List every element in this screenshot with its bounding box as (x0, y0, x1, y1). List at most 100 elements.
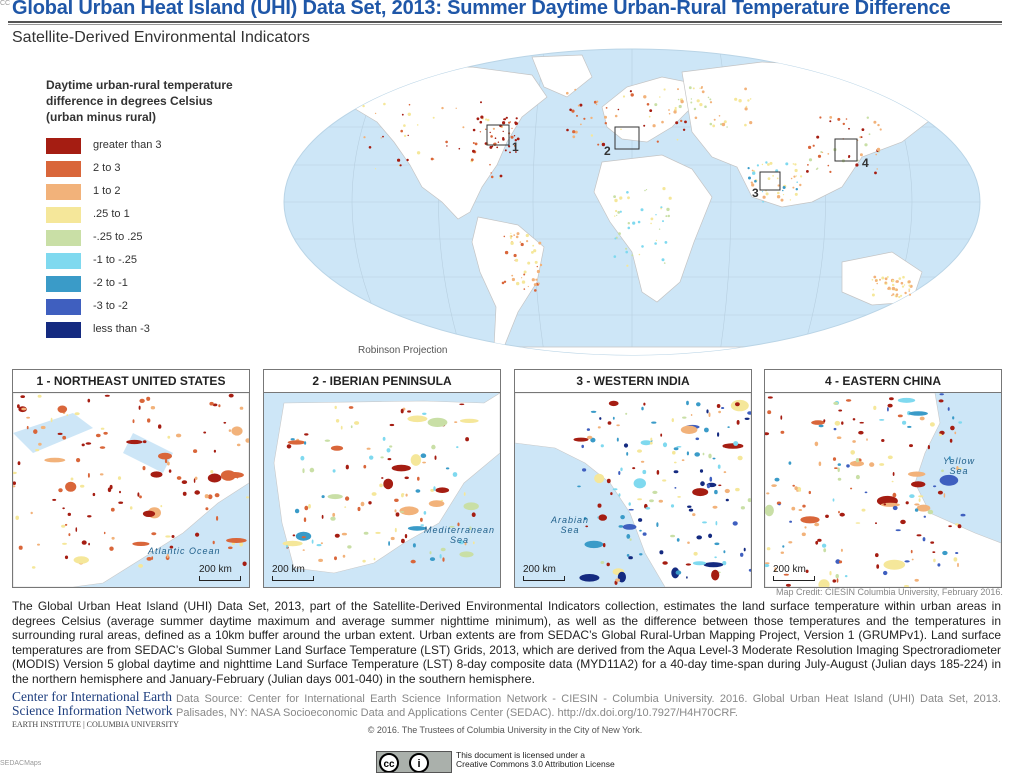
urban-patch (927, 509, 934, 515)
urban-dot (374, 168, 377, 170)
urban-dot (496, 146, 499, 149)
panel-map[interactable] (515, 393, 751, 587)
logo-line-3: EARTH INSTITUTE | COLUMBIA UNIVERSITY (12, 720, 179, 729)
urban-dot (441, 106, 444, 110)
urban-patch (596, 516, 599, 519)
urban-patch (282, 540, 303, 547)
urban-patch (765, 504, 774, 517)
urban-patch (132, 541, 150, 546)
urban-dot (650, 217, 654, 221)
logo-line-1: Center for International Earth (12, 689, 173, 704)
urban-patch (808, 490, 811, 495)
urban-patch (883, 503, 887, 506)
urban-dot (572, 130, 576, 134)
urban-dot (747, 167, 750, 170)
inset-box-2[interactable] (614, 126, 640, 150)
urban-dot (700, 87, 703, 89)
urban-dot (604, 115, 607, 119)
urban-dot (879, 128, 882, 131)
urban-areas (573, 399, 751, 585)
urban-dot (510, 235, 513, 238)
urban-patch (626, 554, 630, 557)
sea-label: Mediterranean Sea (424, 525, 496, 545)
urban-patch (87, 515, 92, 518)
inset-box-4[interactable] (834, 138, 858, 162)
urban-patch (686, 576, 688, 579)
urban-patch (942, 550, 948, 556)
urban-dot (655, 214, 657, 216)
urban-patch (730, 399, 749, 412)
map-credit: Map Credit: CIESIN Columbia University, … (776, 587, 1003, 597)
legend-swatch (46, 253, 81, 269)
urban-dot (793, 175, 796, 178)
urban-patch (706, 409, 709, 414)
panel-map[interactable] (13, 393, 249, 587)
urban-patch (600, 444, 604, 448)
cc-license-badge[interactable]: cc i (376, 751, 452, 773)
urban-dot (566, 128, 569, 132)
world-map[interactable]: 1 2 3 4 (282, 47, 982, 357)
urban-dot (751, 169, 754, 172)
urban-dot (800, 175, 803, 178)
urban-patch (445, 467, 450, 470)
urban-dot (769, 161, 773, 165)
urban-dot (572, 135, 576, 139)
urban-dot (765, 161, 768, 164)
urban-dot (674, 106, 677, 110)
urban-patch (412, 543, 416, 548)
urban-dot (876, 168, 878, 170)
urban-patch (573, 437, 589, 442)
urban-patch (401, 493, 404, 498)
urban-patch (74, 412, 80, 416)
urban-patch (342, 554, 346, 558)
panel-western-india[interactable]: 3 - WESTERN INDIA Arabian Sea 200 km (514, 369, 752, 588)
urban-patch (335, 419, 340, 423)
urban-patch (334, 405, 337, 410)
inset-marker-4: 4 (862, 156, 869, 170)
urban-dot (874, 171, 877, 175)
panel-eastern-china[interactable]: 4 - EASTERN CHINA Yellow Sea 200 km (764, 369, 1002, 588)
inset-box-3[interactable] (759, 171, 781, 191)
urban-patch (949, 438, 953, 443)
inset-box-1[interactable] (486, 124, 510, 146)
urban-dot (676, 138, 679, 141)
urban-dot (649, 109, 653, 112)
urban-patch (919, 416, 925, 421)
urban-dot (652, 124, 656, 128)
urban-dot (750, 181, 753, 184)
urban-dot (658, 228, 661, 230)
urban-dot (680, 99, 684, 104)
urban-dot (505, 116, 508, 119)
panel-map[interactable] (765, 393, 1001, 587)
urban-patch (587, 435, 593, 440)
urban-dot (891, 286, 896, 291)
ciesin-logo[interactable]: Center for International Earth Science I… (12, 689, 179, 730)
inset-boxes[interactable] (486, 124, 858, 191)
urban-dot (515, 235, 519, 239)
urban-dot (520, 242, 524, 247)
description-text: The Global Urban Heat Island (UHI) Data … (12, 599, 1001, 686)
urban-patch (637, 498, 642, 501)
urban-dot (619, 196, 623, 200)
urban-dot (595, 103, 598, 106)
urban-patch (633, 478, 646, 489)
urban-dot (614, 215, 616, 217)
panel-iberian-peninsula[interactable]: 2 - IBERIAN PENINSULA Mediterranean Sea 2… (263, 369, 501, 588)
urban-patch (938, 399, 944, 403)
urban-patch (583, 517, 587, 520)
urban-patch (311, 539, 314, 544)
urban-dot (699, 103, 703, 107)
urban-patch (64, 555, 69, 560)
urban-dot (864, 143, 868, 147)
urban-patch (833, 427, 837, 431)
urban-dot (812, 144, 815, 147)
panel-northeast-us[interactable]: 1 - NORTHEAST UNITED STATES Atlantic Oce… (12, 369, 250, 588)
urban-patch (242, 561, 247, 567)
panel-map[interactable] (264, 393, 500, 587)
urban-patch (20, 395, 25, 398)
urban-patch (625, 412, 628, 415)
urban-patch (690, 414, 693, 416)
urban-patch (740, 552, 744, 557)
urban-patch (908, 411, 928, 416)
urban-dot (626, 264, 629, 267)
